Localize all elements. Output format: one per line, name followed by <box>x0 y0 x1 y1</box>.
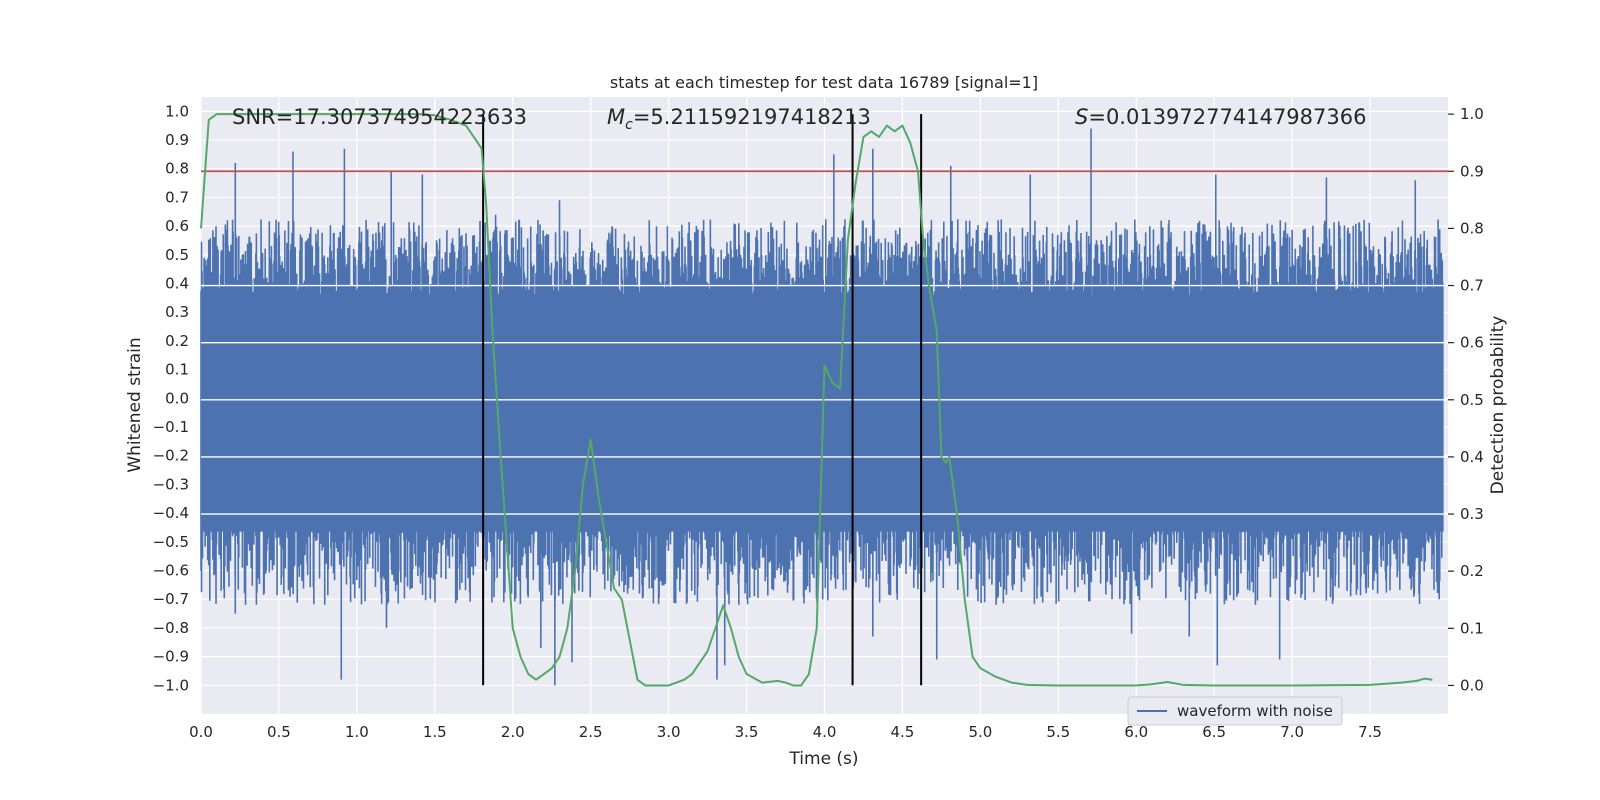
y-tick-label: −0.8 <box>153 619 189 637</box>
y-tick-label: −0.6 <box>153 562 189 580</box>
y2-tick-label: 0.4 <box>1460 448 1484 466</box>
y2-tick-label: 0.8 <box>1460 219 1484 237</box>
y2-tick-label: 0.1 <box>1460 619 1484 637</box>
x-tick-label: 4.5 <box>891 723 915 741</box>
y2-tick-label: 0.5 <box>1460 391 1484 409</box>
legend-box <box>1127 696 1343 726</box>
s-symbol: S <box>1075 105 1088 129</box>
y2-tick-label: 0.9 <box>1460 162 1484 180</box>
chart-title: stats at each timestep for test data 167… <box>610 73 1038 92</box>
y-axis-ticks: 1.0 0.9 0.8 0.7 0.6 0.5 0.4 0.3 0.2 0.1 0.0 −0.1 −0.… <box>153 102 189 694</box>
y-tick-label: −0.7 <box>153 590 189 608</box>
y-tick-label: 0.8 <box>165 160 189 178</box>
x-tick-label: 6.0 <box>1124 723 1148 741</box>
y2-tick-label: 1.0 <box>1460 105 1484 123</box>
y2-tick-label: 0.2 <box>1460 562 1484 580</box>
x-axis-ticks: 0.0 0.5 1.0 1.5 2.0 2.5 3.0 3.5 4.0 4.5 5.0 5.5 6.0 6… <box>189 723 1382 741</box>
y-tick-label: 0.0 <box>165 389 189 407</box>
x-tick-label: 7.5 <box>1358 723 1382 741</box>
x-tick-label: 0.0 <box>189 723 213 741</box>
probability-series <box>200 113 1433 687</box>
x-tick-label: 3.5 <box>735 723 759 741</box>
x-tick-label: 5.5 <box>1046 723 1070 741</box>
x-tick-label: 1.0 <box>345 723 369 741</box>
y-tick-label: 0.2 <box>165 332 189 350</box>
mc-symbol: M <box>607 105 625 129</box>
y-tick-label: −0.2 <box>153 447 189 465</box>
y-axis-label: Whitened strain <box>125 337 145 472</box>
y2-tick-label: 0.3 <box>1460 505 1484 523</box>
y2-tick-label: 0.7 <box>1460 277 1484 295</box>
y-tick-label: −0.9 <box>153 648 189 666</box>
x-tick-label: 5.0 <box>968 723 992 741</box>
s-annotation: S=0.013972774147987366 <box>1075 105 1366 129</box>
y-tick-label: −0.5 <box>153 533 189 551</box>
x-tick-label: 2.5 <box>579 723 603 741</box>
y-tick-label: 0.3 <box>165 303 189 321</box>
probability-line <box>200 113 1433 687</box>
y2-tick-label: 0.6 <box>1460 334 1484 352</box>
waveform-trace <box>200 128 1444 686</box>
x-tick-label: 1.5 <box>423 723 447 741</box>
s-value: =0.013972774147987366 <box>1088 105 1366 129</box>
y-tick-label: 0.1 <box>165 361 189 379</box>
y-tick-label: 0.4 <box>165 275 189 293</box>
y-tick-label: 0.5 <box>165 246 189 264</box>
legend-label: waveform with noise <box>1177 702 1333 720</box>
y-tick-label: 0.6 <box>165 217 189 235</box>
mc-value: =5.211592197418213 <box>633 105 871 129</box>
mc-subscript: c <box>625 117 633 133</box>
y-tick-label: 0.7 <box>165 188 189 206</box>
y-tick-label: −1.0 <box>153 676 189 694</box>
x-tick-label: 6.5 <box>1202 723 1226 741</box>
y2-axis-label: Detection probability <box>1488 316 1508 495</box>
legend: waveform with noise <box>1127 696 1343 726</box>
chirp-mass-annotation: Mc=5.211592197418213 <box>607 105 871 133</box>
x-tick-label: 4.0 <box>813 723 837 741</box>
y-tick-label: −0.1 <box>153 418 189 436</box>
y-tick-label: 0.9 <box>165 131 189 149</box>
y-tick-label: −0.4 <box>153 504 189 522</box>
y-tick-label: 1.0 <box>165 102 189 120</box>
y-tick-label: −0.3 <box>153 475 189 493</box>
y2-axis-ticks: 1.0 0.9 0.8 0.7 0.6 0.5 0.4 0.3 0.2 0.1 0.0 <box>1448 105 1484 694</box>
x-tick-label: 7.0 <box>1280 723 1304 741</box>
x-tick-label: 0.5 <box>267 723 291 741</box>
snr-annotation: SNR=17.307374954223633 <box>232 105 527 129</box>
x-tick-label: 2.0 <box>501 723 525 741</box>
x-axis-label: Time (s) <box>788 749 858 769</box>
x-tick-label: 3.0 <box>657 723 681 741</box>
y2-tick-label: 0.0 <box>1460 676 1484 694</box>
